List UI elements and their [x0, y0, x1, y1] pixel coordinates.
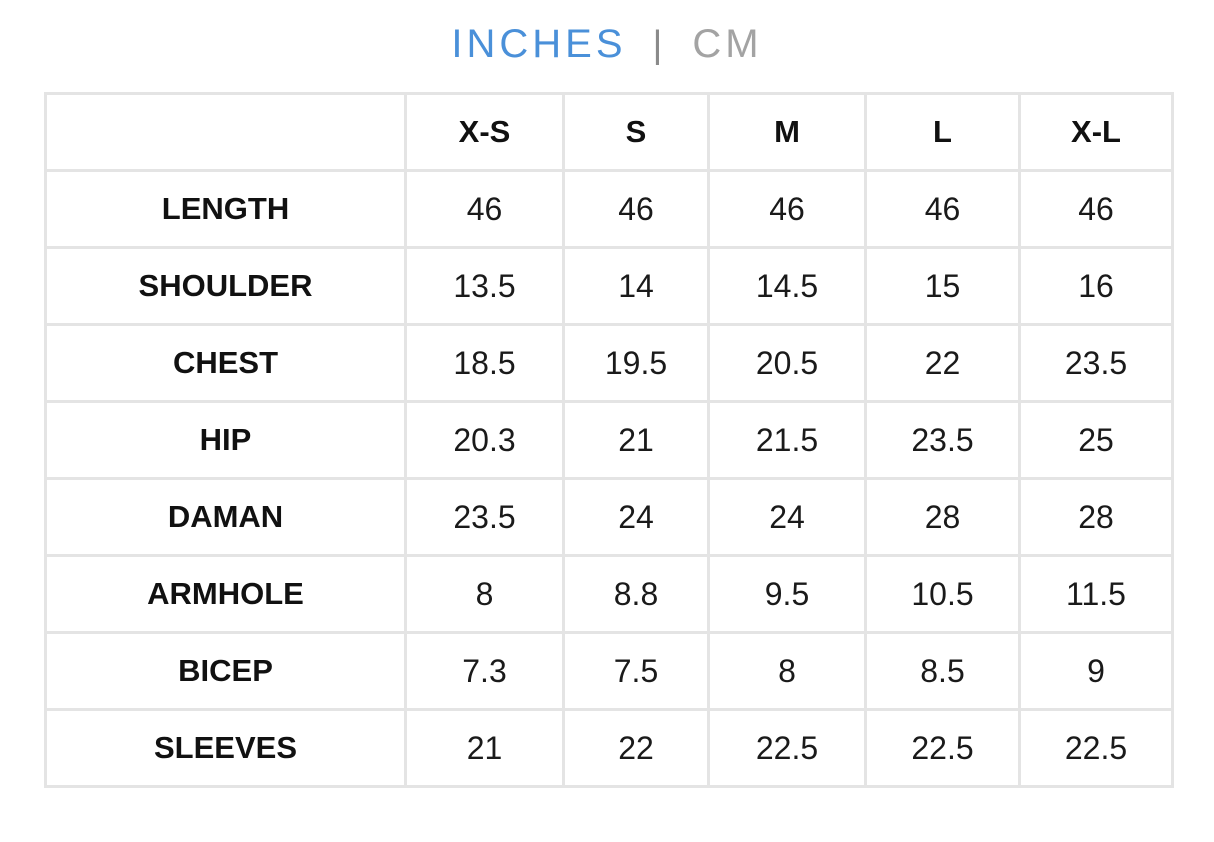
- measurement: 10.5: [864, 554, 1021, 634]
- row-label: DAMAN: [44, 477, 407, 557]
- measurement: 22.5: [1018, 708, 1174, 788]
- table-row: HIP 20.3 21 21.5 23.5 25: [44, 400, 1174, 480]
- table-row: SHOULDER 13.5 14 14.5 15 16: [44, 246, 1174, 326]
- row-label: ARMHOLE: [44, 554, 407, 634]
- corner-cell: [44, 92, 407, 172]
- measurement: 23.5: [404, 477, 565, 557]
- measurement: 22.5: [707, 708, 867, 788]
- measurement: 46: [562, 169, 710, 249]
- row-label: CHEST: [44, 323, 407, 403]
- measurement: 9.5: [707, 554, 867, 634]
- measurement: 46: [404, 169, 565, 249]
- measurement: 24: [562, 477, 710, 557]
- table-row: BICEP 7.3 7.5 8 8.5 9: [44, 631, 1174, 711]
- row-label: HIP: [44, 400, 407, 480]
- measurement: 21: [562, 400, 710, 480]
- table-row: SLEEVES 21 22 22.5 22.5 22.5: [44, 708, 1174, 788]
- measurement: 46: [707, 169, 867, 249]
- header-row: X-S S M L X-L: [44, 92, 1174, 172]
- measurement: 25: [1018, 400, 1174, 480]
- measurement: 46: [864, 169, 1021, 249]
- measurement: 22: [864, 323, 1021, 403]
- measurement: 8.8: [562, 554, 710, 634]
- column-header: S: [562, 92, 710, 172]
- measurement: 18.5: [404, 323, 565, 403]
- table-row: DAMAN 23.5 24 24 28 28: [44, 477, 1174, 557]
- measurement: 28: [1018, 477, 1174, 557]
- measurement: 8: [707, 631, 867, 711]
- unit-tab[interactable]: CM: [692, 22, 763, 66]
- table-row: LENGTH 46 46 46 46 46: [44, 169, 1174, 249]
- measurement: 22.5: [864, 708, 1021, 788]
- measurement: 21.5: [707, 400, 867, 480]
- measurement: 8.5: [864, 631, 1021, 711]
- column-header: L: [864, 92, 1021, 172]
- row-label: SHOULDER: [44, 246, 407, 326]
- size-table: X-S S M L X-L LENGTH 46 46 46 46 46 SHOULDER 13.5 14…: [44, 92, 1174, 788]
- measurement: 46: [1018, 169, 1174, 249]
- measurement: 20.5: [707, 323, 867, 403]
- measurement: 14: [562, 246, 710, 326]
- measurement: 16: [1018, 246, 1174, 326]
- measurement: 23.5: [1018, 323, 1174, 403]
- measurement: 7.5: [562, 631, 710, 711]
- measurement: 15: [864, 246, 1021, 326]
- unit-tab[interactable]: INCHES: [451, 22, 627, 66]
- tab-separator: |: [652, 24, 667, 66]
- column-header: X-L: [1018, 92, 1174, 172]
- measurement: 9: [1018, 631, 1174, 711]
- table-row: ARMHOLE 8 8.8 9.5 10.5 11.5: [44, 554, 1174, 634]
- measurement: 19.5: [562, 323, 710, 403]
- measurement: 22: [562, 708, 710, 788]
- measurement: 13.5: [404, 246, 565, 326]
- measurement: 23.5: [864, 400, 1021, 480]
- measurement: 14.5: [707, 246, 867, 326]
- column-header: X-S: [404, 92, 565, 172]
- unit-tabs: INCHES | CM: [0, 18, 1214, 71]
- measurement: 11.5: [1018, 554, 1174, 634]
- row-label: SLEEVES: [44, 708, 407, 788]
- measurement: 28: [864, 477, 1021, 557]
- row-label: BICEP: [44, 631, 407, 711]
- measurement: 24: [707, 477, 867, 557]
- measurement: 20.3: [404, 400, 565, 480]
- measurement: 7.3: [404, 631, 565, 711]
- row-label: LENGTH: [44, 169, 407, 249]
- measurement: 21: [404, 708, 565, 788]
- column-header: M: [707, 92, 867, 172]
- measurement: 8: [404, 554, 565, 634]
- table-row: CHEST 18.5 19.5 20.5 22 23.5: [44, 323, 1174, 403]
